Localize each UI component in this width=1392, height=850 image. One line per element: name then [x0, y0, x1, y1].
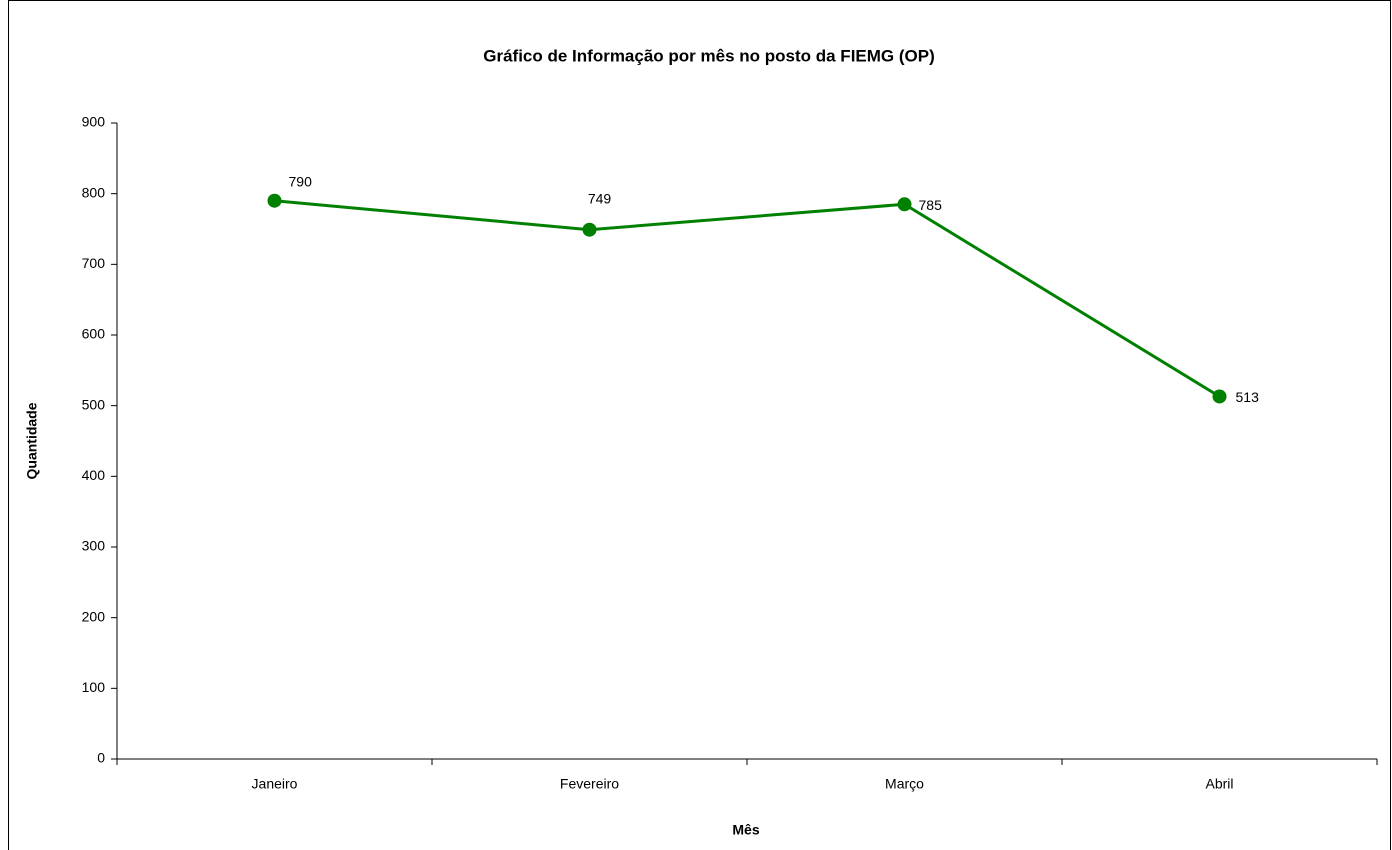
x-tick-label: Fevereiro: [560, 776, 619, 792]
data-label: 749: [588, 190, 612, 206]
chart: Gráfico de Informação por mês no posto d…: [0, 0, 1392, 850]
point: [268, 194, 282, 208]
chart-border: [9, 1, 1391, 850]
data-label: 790: [289, 173, 313, 189]
page: {"chart_data": {"type": "line", "title":…: [0, 0, 1392, 850]
x-tick-label: Março: [885, 776, 924, 792]
y-tick-label: 100: [82, 679, 106, 695]
y-tick-label: 700: [82, 255, 106, 271]
y-tick-label: 400: [82, 467, 106, 483]
y-tick-label: 0: [97, 750, 105, 766]
chart-title: Gráfico de Informação por mês no posto d…: [483, 46, 935, 65]
point: [1213, 389, 1227, 403]
point: [898, 197, 912, 211]
data-label: 785: [919, 197, 943, 213]
y-tick-label: 900: [82, 114, 106, 130]
series-line: [275, 201, 1220, 397]
point: [583, 223, 597, 237]
x-axis-label: Mês: [732, 822, 759, 838]
y-tick-label: 500: [82, 396, 106, 412]
y-tick-label: 600: [82, 326, 106, 342]
y-tick-label: 300: [82, 538, 106, 554]
y-tick-label: 800: [82, 184, 106, 200]
y-tick-label: 200: [82, 608, 106, 624]
data-label: 513: [1236, 389, 1260, 405]
y-axis-label: Quantidade: [24, 402, 40, 479]
x-tick-label: Abril: [1205, 776, 1233, 792]
x-tick-label: Janeiro: [252, 776, 298, 792]
